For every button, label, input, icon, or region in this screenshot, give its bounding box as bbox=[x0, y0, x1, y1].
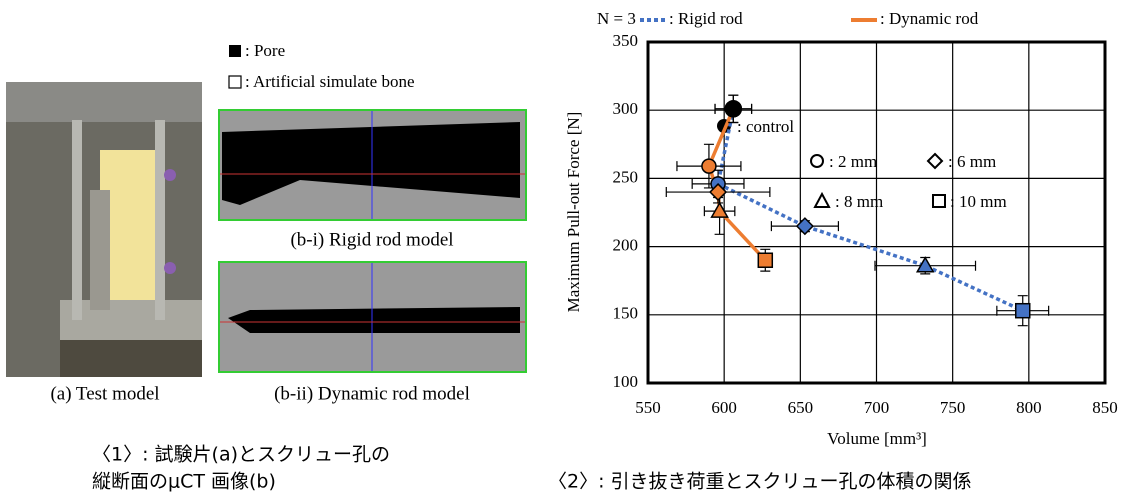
legend-marker bbox=[813, 191, 831, 208]
data-point bbox=[710, 201, 729, 218]
marker-legend-text: : control bbox=[737, 117, 794, 136]
marker-legend-text: : 6 mm bbox=[948, 152, 996, 171]
data-point bbox=[915, 256, 935, 273]
legend-marker bbox=[926, 152, 944, 170]
sample-note: N = 3 bbox=[597, 9, 636, 28]
pore-swatch bbox=[229, 45, 241, 57]
legend-marker bbox=[810, 154, 824, 168]
ct-image-rigid bbox=[218, 109, 527, 221]
x-tick-label: 750 bbox=[940, 398, 966, 417]
ct-image-dynamic bbox=[218, 261, 527, 373]
x-axis-label: Volume [mm³] bbox=[827, 429, 927, 448]
y-axis-label: Maximum Pull-out Force [N] bbox=[564, 112, 583, 313]
y-tick-label: 200 bbox=[613, 236, 639, 255]
bone-swatch bbox=[228, 75, 242, 89]
y-tick-label: 100 bbox=[613, 372, 639, 391]
marker-legend-text: : 2 mm bbox=[829, 152, 877, 171]
caption: (a) Test model bbox=[50, 383, 159, 404]
plot-frame bbox=[646, 40, 1107, 385]
legend-marker bbox=[932, 194, 946, 208]
y-tick-label: 300 bbox=[613, 99, 639, 118]
legend-text: : Artificial simulate bone bbox=[245, 72, 415, 91]
data-point bbox=[757, 252, 774, 268]
caption: (b-ii) Dynamic rod model bbox=[274, 383, 470, 404]
x-tick-label: 800 bbox=[1016, 398, 1042, 417]
data-point bbox=[724, 100, 743, 118]
x-tick-label: 650 bbox=[788, 398, 814, 417]
y-tick-label: 150 bbox=[613, 304, 639, 323]
data-point bbox=[701, 158, 717, 174]
data-point bbox=[795, 217, 814, 236]
legend-label: : Dynamic rod bbox=[880, 9, 979, 28]
marker-legend-text: : 10 mm bbox=[950, 192, 1007, 211]
y-tick-label: 350 bbox=[613, 31, 639, 50]
caption-jp: 〈1〉: 試験片(a)とスクリュー孔の bbox=[92, 444, 390, 466]
data-point bbox=[709, 182, 728, 202]
x-tick-label: 700 bbox=[864, 398, 890, 417]
marker-legend-text: : 8 mm bbox=[835, 192, 883, 211]
legend-label: : Rigid rod bbox=[669, 9, 743, 28]
test-photo bbox=[6, 82, 202, 377]
x-tick-label: 600 bbox=[711, 398, 737, 417]
legend-text: : Pore bbox=[245, 41, 285, 60]
x-tick-label: 850 bbox=[1092, 398, 1118, 417]
caption-jp: 〈2〉: 引き抜き荷重とスクリュー孔の体積の関係 bbox=[548, 471, 972, 493]
caption-jp: 縦断面のμCT 画像(b) bbox=[92, 471, 276, 493]
y-tick-label: 250 bbox=[613, 167, 639, 186]
series-line bbox=[716, 108, 1024, 313]
data-point bbox=[1014, 302, 1031, 319]
x-tick-label: 550 bbox=[635, 398, 661, 417]
caption: (b-i) Rigid rod model bbox=[290, 229, 453, 250]
